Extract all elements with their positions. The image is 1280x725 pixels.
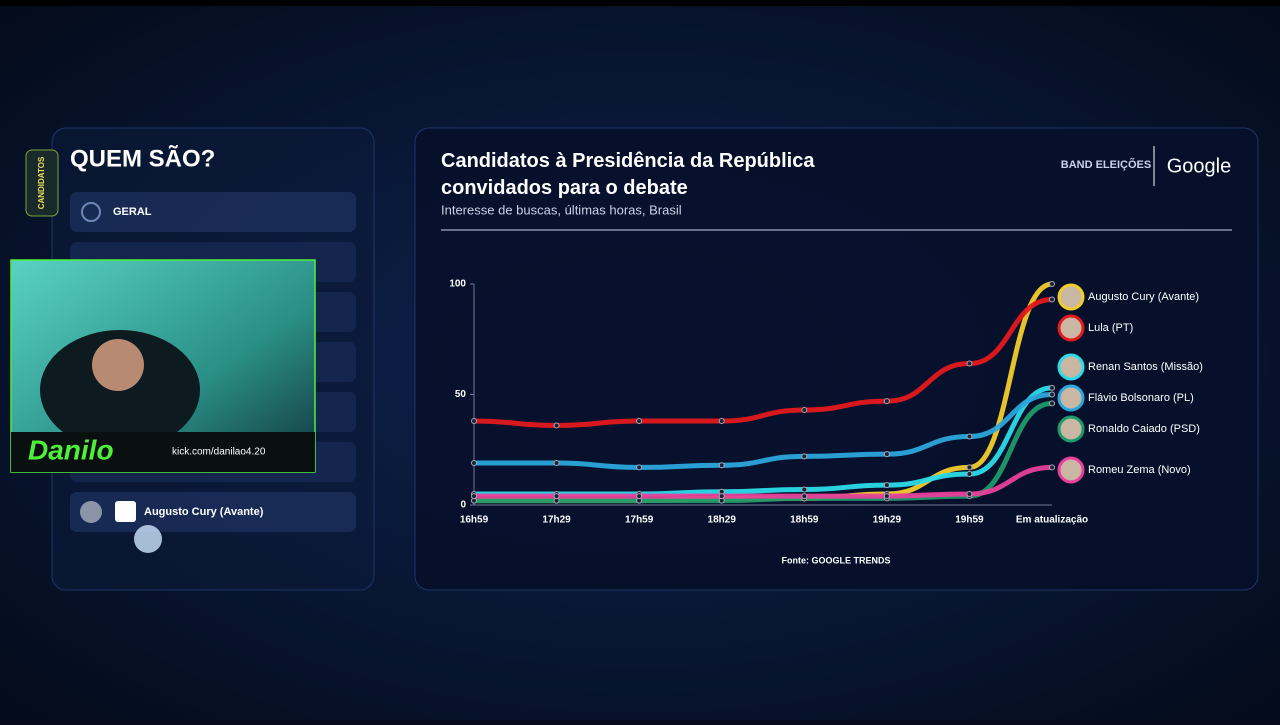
tab[interactable] — [25, 149, 59, 217]
legend-label: Renan Santos (Missão) — [1088, 361, 1203, 373]
legend-avatar — [1057, 384, 1085, 412]
x-tick-label: 17h59 — [625, 515, 654, 526]
y-tick-label: 100 — [449, 279, 466, 290]
point — [718, 493, 725, 500]
legend-label: Lula (PT) — [1088, 322, 1133, 334]
title-line: Candidatos à Presidência da República — [441, 150, 815, 172]
glow — [134, 525, 162, 553]
legend-avatar — [1057, 283, 1085, 311]
legend-avatar — [1057, 353, 1085, 381]
brand-band: BAND ELEIÇÕES — [1061, 158, 1151, 171]
point — [883, 493, 890, 500]
icon — [81, 202, 101, 222]
point — [553, 493, 560, 500]
x-tick-label: 16h59 — [460, 515, 489, 526]
point — [966, 433, 973, 440]
legend-avatar — [1057, 314, 1085, 342]
point — [636, 493, 643, 500]
legend-avatar — [1057, 456, 1085, 484]
x-tick-label: 18h59 — [790, 515, 819, 526]
title-line: convidados para o debate — [441, 177, 688, 199]
x-tick-label: 18h29 — [708, 515, 737, 526]
chart-title: Candidatos à Presidência da República con… — [441, 150, 815, 199]
point — [801, 486, 808, 493]
point — [1049, 384, 1055, 391]
point — [883, 482, 890, 489]
legend-label: Augusto Cury (Avante) — [1088, 291, 1199, 303]
source: Fonte: GOOGLE TRENDS — [782, 555, 891, 565]
point — [966, 360, 973, 367]
x-tick-label: Em atualização — [1016, 515, 1088, 526]
point — [1049, 400, 1055, 407]
point — [636, 464, 643, 471]
brand-google: Google — [1167, 155, 1232, 177]
y-tick-label: 0 — [460, 500, 466, 511]
point — [1049, 281, 1055, 287]
chart-subtitle: Interesse de buscas, últimas horas, Bras… — [441, 202, 682, 217]
avatar — [80, 501, 102, 523]
legend-label: Flávio Bolsonaro (PL) — [1088, 392, 1194, 404]
webcam-banner — [11, 432, 315, 472]
legend-label: Ronaldo Caiado (PSD) — [1088, 423, 1200, 435]
point — [801, 493, 808, 500]
point — [471, 460, 477, 467]
legend-avatar — [1057, 415, 1085, 443]
point — [966, 471, 973, 478]
x-tick-label: 17h29 — [542, 515, 571, 526]
point — [718, 462, 725, 469]
point — [883, 398, 890, 405]
point — [883, 451, 890, 458]
menu-label: GERAL — [113, 206, 152, 218]
point — [636, 418, 643, 425]
point — [966, 464, 973, 471]
tab-label: CANDIDATOS — [37, 156, 46, 209]
menu-item[interactable] — [70, 192, 356, 232]
party-logo — [115, 501, 136, 522]
point — [553, 460, 560, 467]
menu-label: Augusto Cury (Avante) — [144, 506, 264, 518]
point — [1049, 296, 1055, 303]
point — [471, 418, 477, 425]
sidebar-title: QUEM SÃO? — [70, 144, 215, 172]
point — [1049, 391, 1055, 398]
point — [801, 406, 808, 413]
menu-item[interactable] — [70, 492, 356, 532]
point — [718, 418, 725, 425]
x-tick-label: 19h59 — [955, 515, 984, 526]
point — [553, 422, 560, 429]
point — [1049, 464, 1055, 471]
point — [966, 490, 973, 497]
point — [801, 453, 808, 460]
point — [471, 493, 477, 500]
chart-panel — [414, 127, 1259, 591]
webcam-logo: Danilo — [28, 434, 114, 465]
y-tick-label: 50 — [455, 389, 467, 400]
x-tick-label: 19h29 — [873, 515, 902, 526]
webcam-link: kick.com/danilao4.20 — [172, 447, 266, 458]
legend-label: Romeu Zema (Novo) — [1088, 464, 1191, 476]
top-bar — [0, 0, 1280, 6]
person-head — [92, 339, 144, 391]
